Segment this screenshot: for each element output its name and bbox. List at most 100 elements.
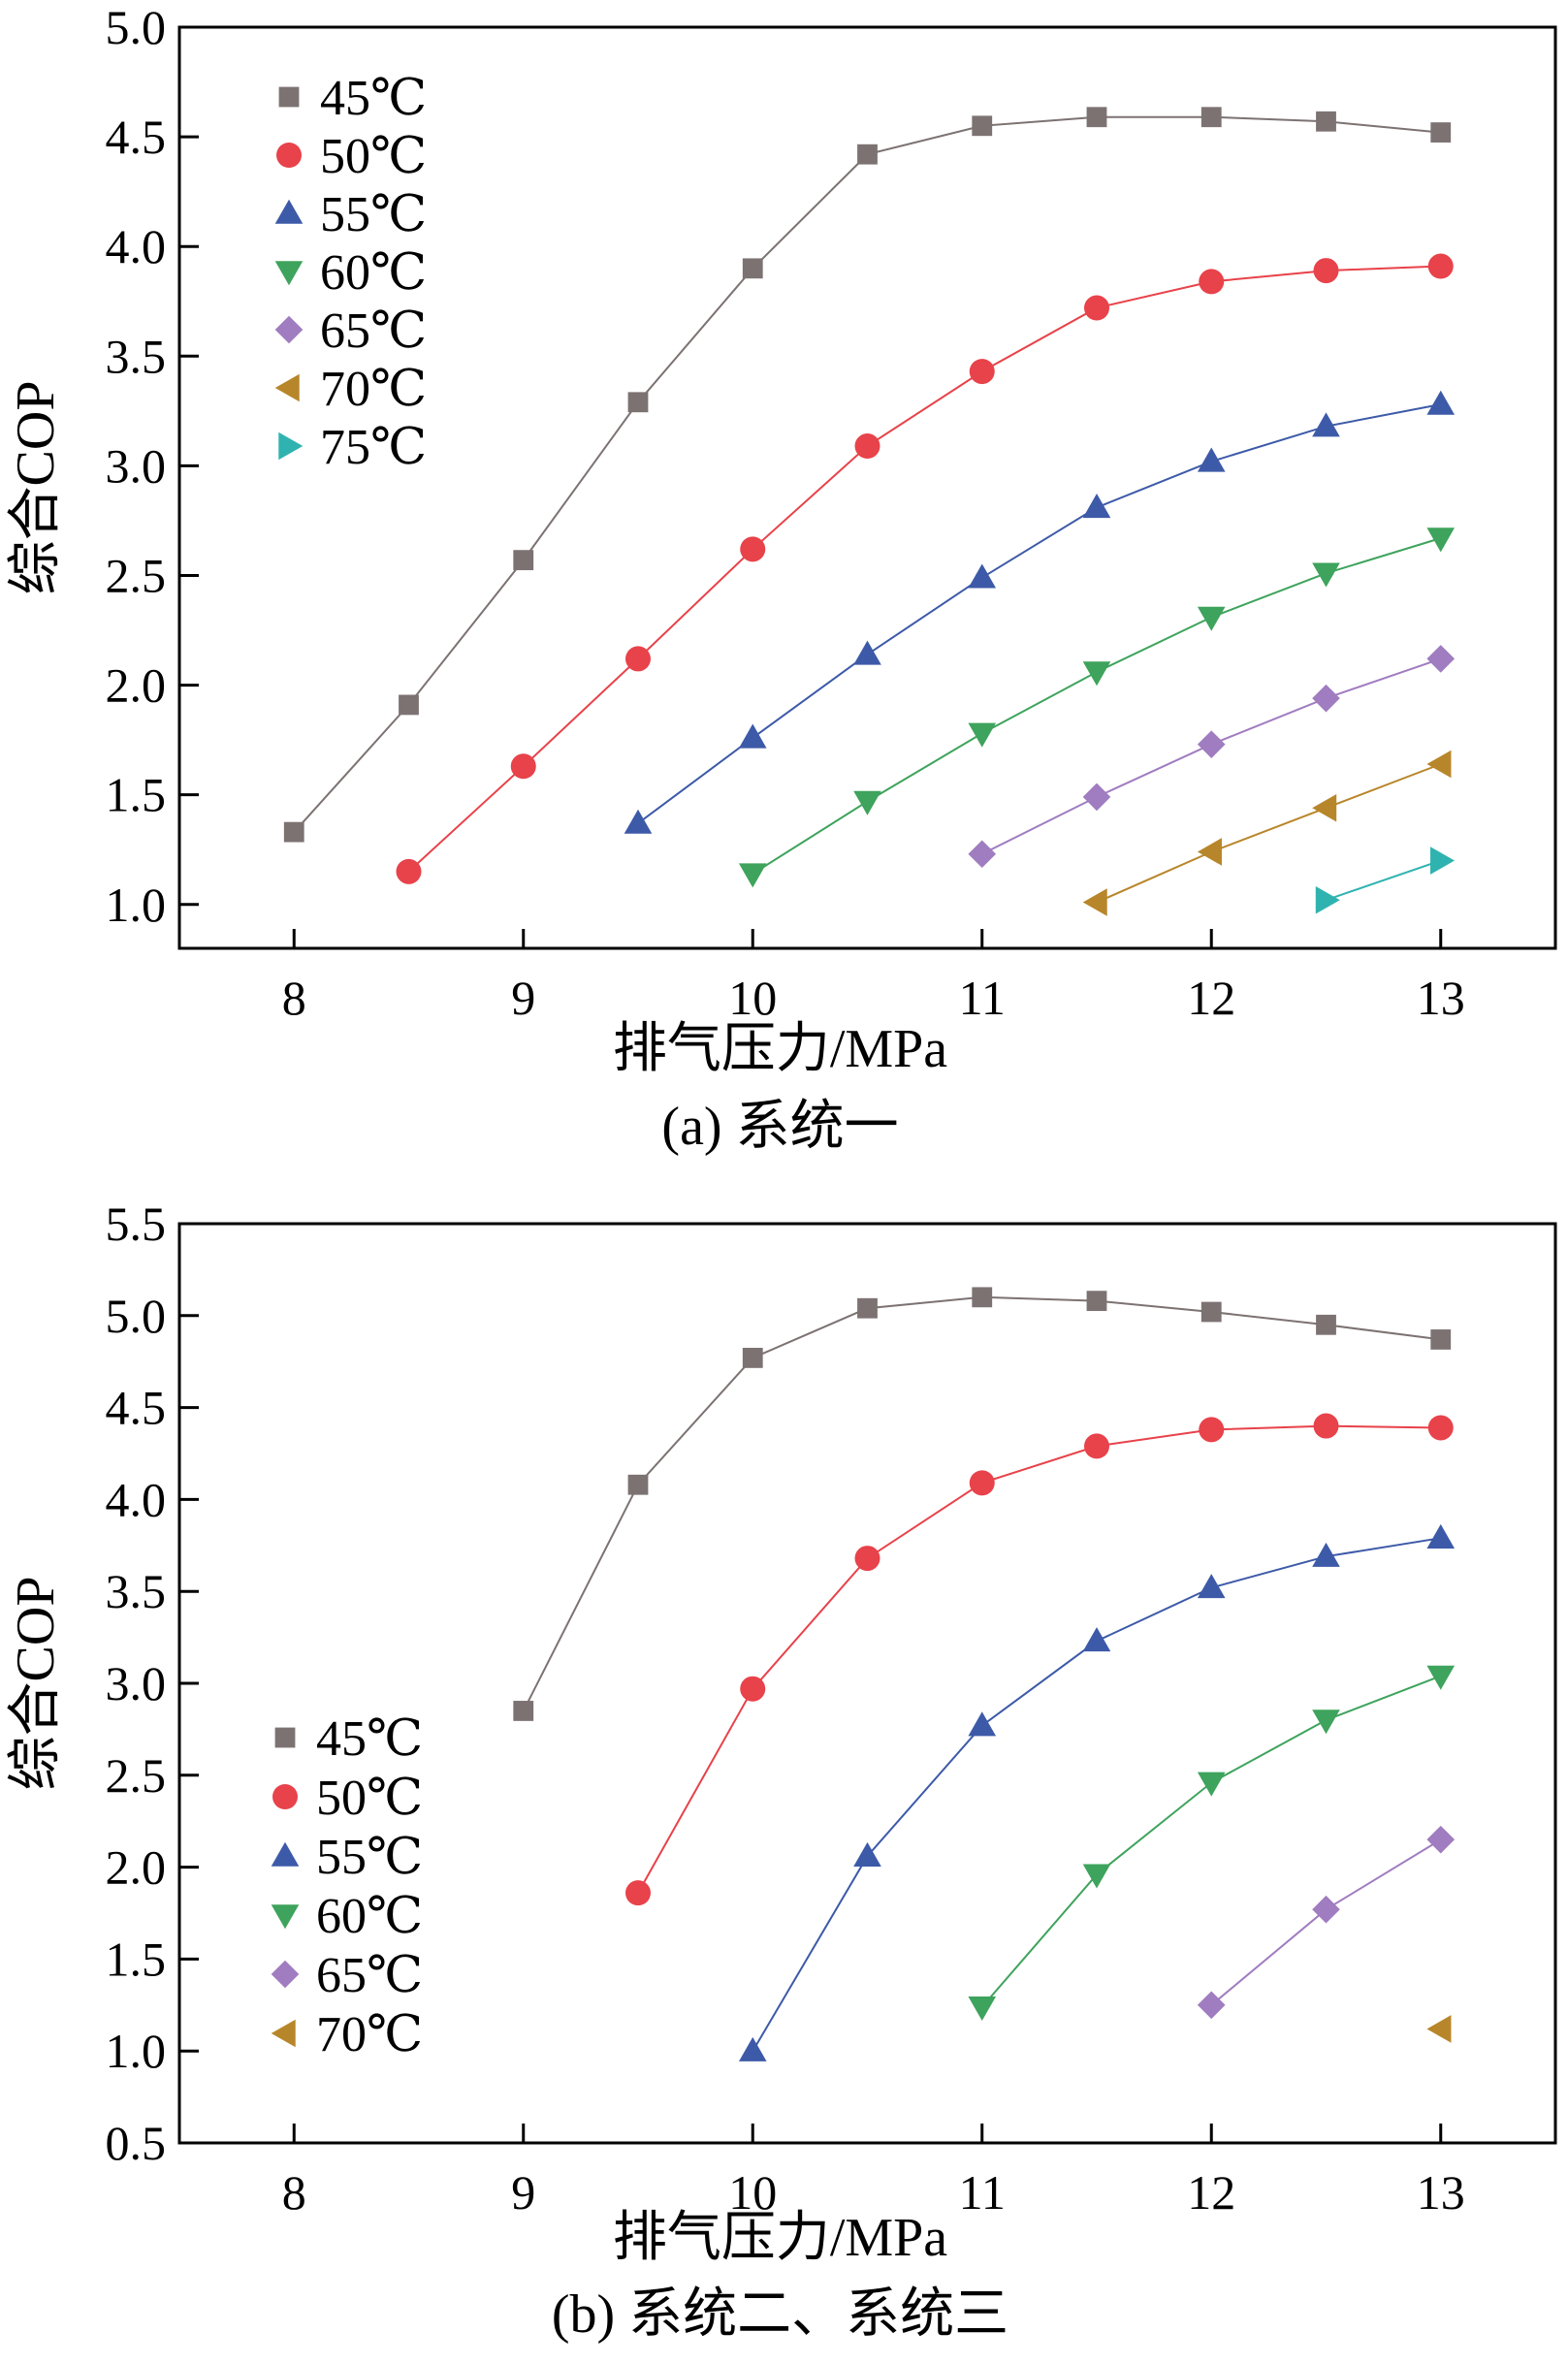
data-point (1082, 661, 1111, 687)
data-point (740, 1676, 766, 1702)
y-axis-title: 综合COP (6, 381, 66, 595)
data-point (625, 646, 651, 672)
data-point (1082, 1627, 1111, 1652)
legend-label: 60℃ (320, 245, 427, 301)
data-point (1316, 1314, 1336, 1335)
legend-marker (278, 431, 304, 461)
data-point (1312, 562, 1340, 588)
series-line (407, 265, 1441, 873)
data-point (1426, 1825, 1456, 1854)
series-line (637, 403, 1441, 824)
x-tick-label: 13 (1417, 971, 1465, 1025)
legend-label: 45℃ (320, 71, 427, 126)
data-point (853, 1841, 881, 1867)
series-45℃ (513, 1287, 1452, 1721)
data-point (1426, 750, 1452, 779)
data-point (968, 840, 997, 869)
data-point (1426, 1523, 1456, 1549)
series-55℃ (624, 390, 1456, 834)
legend-marker (276, 143, 302, 168)
series-line (1326, 859, 1442, 902)
data-point (1082, 494, 1111, 519)
data-point (1200, 107, 1222, 128)
data-point (1430, 847, 1456, 875)
data-point (968, 563, 997, 589)
x-tick-label: 11 (959, 2165, 1006, 2220)
data-point (1312, 1895, 1340, 1924)
data-point (740, 536, 766, 562)
y-tick-label: 3.0 (106, 1656, 167, 1710)
x-tick-label: 12 (1187, 971, 1235, 1025)
legend-label: 55℃ (320, 187, 427, 242)
data-point (627, 392, 649, 413)
data-point (742, 258, 763, 279)
data-point (627, 1474, 649, 1495)
data-point (1316, 111, 1336, 132)
data-point (969, 1470, 995, 1496)
legend-marker (274, 199, 304, 224)
x-tick-label: 9 (511, 2165, 535, 2220)
legend-label: 70℃ (316, 2007, 423, 2062)
data-point (1315, 885, 1340, 914)
series-65℃ (1197, 1825, 1456, 2020)
y-tick-label: 3.0 (106, 438, 167, 493)
data-point (510, 753, 536, 780)
y-tick-label: 1.5 (106, 1932, 167, 1986)
y-tick-label: 4.5 (106, 1381, 167, 1435)
data-point (1082, 1864, 1111, 1889)
data-point (1200, 1301, 1222, 1323)
x-axis-title: 排气压力/MPa (613, 2208, 947, 2268)
data-point (1199, 1417, 1225, 1443)
y-tick-label: 1.5 (106, 768, 167, 822)
data-point (1426, 390, 1456, 415)
series-line (522, 1295, 1441, 1711)
legend-marker (274, 261, 304, 286)
data-point (738, 863, 767, 888)
data-point (853, 790, 881, 815)
figure-caption: (a) 系统一 (661, 1097, 898, 1157)
y-tick-label: 5.5 (106, 1197, 167, 1251)
data-point (513, 550, 534, 571)
data-point (1312, 1542, 1340, 1567)
data-point (972, 115, 993, 137)
legend-label: 45℃ (316, 1711, 423, 1767)
series-line (293, 115, 1441, 833)
data-point (968, 1711, 997, 1737)
legend-marker (274, 315, 304, 344)
y-tick-label: 1.0 (106, 878, 167, 932)
x-tick-label: 8 (282, 971, 306, 1025)
data-point (1197, 1991, 1226, 2020)
data-point (1199, 269, 1225, 295)
data-point (857, 144, 878, 165)
legend-label: 60℃ (316, 1889, 423, 1944)
legend-label: 50℃ (320, 129, 427, 184)
chart-b: 8 9 10 11 12 13 0.5 1.0 1.5 2.0 2.5 3.0 3.5 4.0 4.5 5.0… (6, 1197, 1557, 2345)
y-tick-label: 2.5 (106, 548, 167, 602)
data-point (1312, 1709, 1340, 1735)
legend-label: 75℃ (320, 420, 427, 475)
x-axis-title: 排气压力/MPa (613, 1019, 947, 1079)
data-point (399, 694, 419, 716)
y-tick-label: 4.5 (106, 110, 167, 164)
legend: 45℃50℃55℃60℃65℃70℃ (271, 1711, 423, 2062)
data-point (1082, 783, 1111, 812)
data-point (1197, 1574, 1226, 1599)
data-point (1430, 122, 1452, 143)
series-65℃ (968, 645, 1456, 869)
x-tick-label: 9 (511, 971, 535, 1025)
data-point (1197, 1772, 1226, 1797)
data-point (396, 858, 422, 884)
y-tick-label: 1.0 (106, 2024, 167, 2078)
data-point (1426, 2015, 1452, 2043)
y-tick-label: 0.5 (106, 2116, 167, 2170)
legend-label: 70℃ (320, 362, 427, 417)
data-point (1312, 684, 1340, 713)
legend-marker (271, 2019, 296, 2048)
y-tick-label: 2.5 (106, 1748, 167, 1803)
legend: 45℃50℃55℃60℃65℃70℃75℃ (274, 71, 427, 475)
data-point (513, 1701, 534, 1721)
series-line (1096, 763, 1442, 904)
legend-marker (274, 373, 300, 402)
x-tick-label: 10 (728, 2165, 777, 2220)
